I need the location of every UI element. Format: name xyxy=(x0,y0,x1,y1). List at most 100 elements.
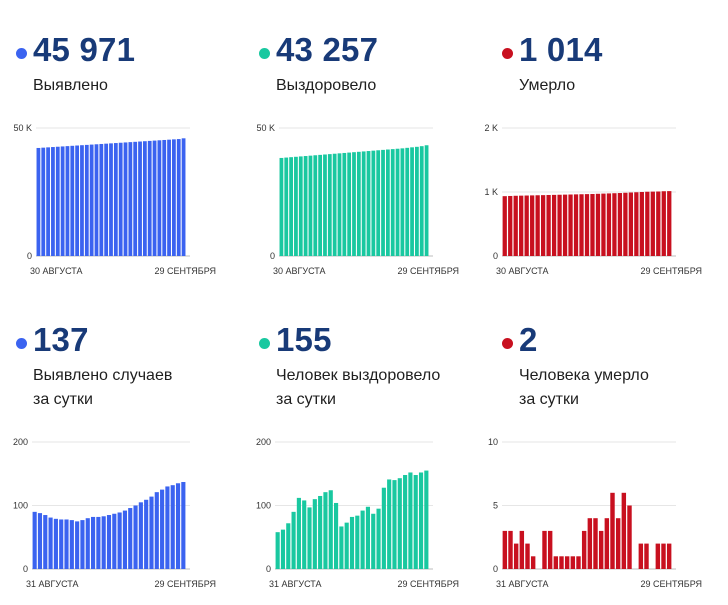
bar xyxy=(289,157,293,256)
bar xyxy=(623,192,628,256)
bar xyxy=(661,543,666,569)
y-tick-label: 5 xyxy=(493,501,498,511)
bar xyxy=(55,146,60,256)
stat-label: Выявлено случаев за сутки xyxy=(33,364,172,412)
y-tick-label: 200 xyxy=(13,437,28,447)
bar xyxy=(365,506,371,569)
bar xyxy=(513,543,519,569)
bar xyxy=(75,521,80,569)
bar xyxy=(644,543,649,569)
bar xyxy=(302,500,307,569)
bar xyxy=(65,146,70,256)
bar xyxy=(535,195,540,256)
bar xyxy=(70,145,75,256)
bar xyxy=(99,143,104,256)
bar xyxy=(598,530,604,569)
bar xyxy=(628,192,634,256)
y-tick-label: 0 xyxy=(493,251,498,261)
bar xyxy=(415,146,419,256)
bar xyxy=(147,140,152,256)
bar xyxy=(639,192,644,256)
bar xyxy=(553,556,559,569)
stat-label-line: за сутки xyxy=(33,391,93,408)
bar xyxy=(162,139,167,256)
bar xyxy=(113,143,118,256)
bar xyxy=(296,497,301,569)
bar xyxy=(557,194,562,256)
bar xyxy=(385,149,390,256)
bar xyxy=(397,478,402,569)
bar xyxy=(133,505,138,569)
bar xyxy=(154,492,159,569)
bar xyxy=(96,516,101,569)
headline-number: 1 014 xyxy=(519,31,603,68)
x-tick-label: 30 АВГУСТА xyxy=(30,266,83,276)
bar xyxy=(352,152,356,256)
bar xyxy=(593,518,598,569)
x-tick-label: 29 СЕНТЯБРЯ xyxy=(154,266,216,276)
bar xyxy=(621,492,627,569)
y-tick-label: 0 xyxy=(27,251,32,261)
bar xyxy=(508,195,513,256)
bar xyxy=(562,194,568,256)
bar-chart: 0 100 200 31 АВГУСТА 29 СЕНТЯБРЯ xyxy=(256,437,459,589)
y-tick-label: 2 K xyxy=(484,123,498,133)
bar xyxy=(612,193,617,256)
bar xyxy=(360,510,365,569)
bar xyxy=(138,141,142,256)
x-tick-label: 29 СЕНТЯБРЯ xyxy=(397,266,459,276)
bar xyxy=(408,472,413,569)
bar xyxy=(280,529,286,569)
y-tick-label: 10 xyxy=(488,437,498,447)
bar xyxy=(59,519,64,569)
bar xyxy=(387,479,392,569)
bar xyxy=(634,192,639,256)
bar xyxy=(403,475,408,569)
x-tick-label: 29 СЕНТЯБРЯ xyxy=(640,579,702,589)
bar xyxy=(530,556,536,569)
bar xyxy=(117,512,122,569)
bar xyxy=(524,195,529,256)
bar xyxy=(595,193,601,256)
stat-label: Выздоровело xyxy=(276,74,376,98)
bar xyxy=(627,505,632,569)
bar xyxy=(75,145,80,256)
bar xyxy=(167,139,171,256)
bar xyxy=(559,556,564,569)
y-tick-label: 0 xyxy=(266,564,271,574)
bar xyxy=(170,485,175,569)
bar xyxy=(564,556,570,569)
bar xyxy=(339,526,344,569)
bar xyxy=(138,502,143,569)
bar xyxy=(175,483,181,569)
bar-chart: 0 50 K 30 АВГУСТА 29 СЕНТЯБРЯ xyxy=(13,123,216,276)
bar xyxy=(332,153,337,256)
bar xyxy=(181,138,186,256)
bar xyxy=(570,556,576,569)
bar xyxy=(638,543,644,569)
y-tick-label: 0 xyxy=(270,251,275,261)
bar xyxy=(165,486,170,569)
bar xyxy=(584,194,590,256)
bar-chart: 0 50 K 30 АВГУСТА 29 СЕНТЯБРЯ xyxy=(256,123,459,276)
bar xyxy=(84,144,89,256)
bar xyxy=(152,140,157,256)
bar xyxy=(540,195,546,256)
bar xyxy=(328,490,333,569)
bar xyxy=(667,191,672,256)
bar xyxy=(361,151,366,256)
series-dot-icon xyxy=(16,338,27,349)
y-tick-label: 100 xyxy=(13,501,28,511)
bar xyxy=(294,156,298,256)
stat-label-line: Выявлено xyxy=(33,77,108,94)
stat-label: Выявлено xyxy=(33,74,108,98)
bar xyxy=(160,489,165,569)
y-tick-label: 100 xyxy=(256,501,271,511)
bar xyxy=(381,487,386,569)
bar xyxy=(64,519,69,569)
bar xyxy=(46,147,50,256)
bar xyxy=(104,143,109,256)
bar xyxy=(284,157,289,256)
bar xyxy=(94,144,99,256)
bar xyxy=(617,193,623,256)
